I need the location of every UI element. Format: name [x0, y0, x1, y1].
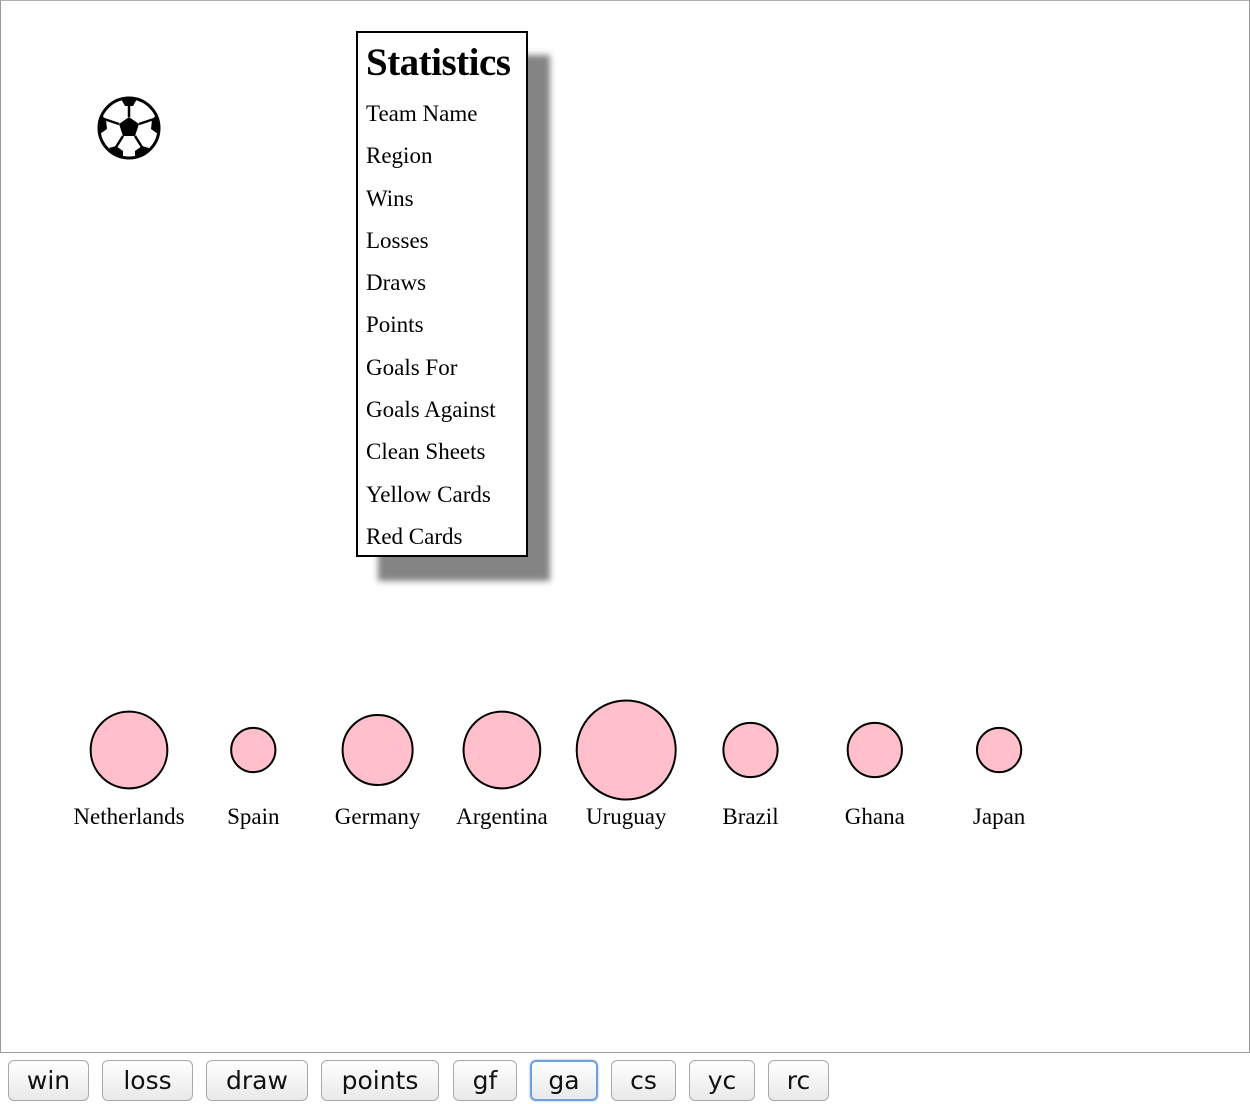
team-bubble-chart: Netherlands Spain Germany Argentina Uruguay B… [1, 1, 1250, 1052]
stat-row-goals-for: Goals For [366, 354, 458, 380]
statistics-panel: Statistics Team Name Region Wins Losses … [356, 31, 528, 557]
rc-button[interactable]: rc [768, 1060, 829, 1101]
team-label-brazil: Brazil [722, 804, 778, 829]
stat-row-yellow-cards: Yellow Cards [366, 481, 491, 507]
team-label-uruguay: Uruguay [586, 804, 667, 829]
team-label-japan: Japan [973, 804, 1026, 829]
ga-button[interactable]: ga [530, 1060, 598, 1101]
soccer-ball-icon [97, 96, 161, 160]
loss-button[interactable]: loss [102, 1060, 193, 1101]
stat-row-team-name: Team Name [366, 101, 478, 126]
stat-row-goals-against: Goals Against [366, 397, 496, 423]
team-bubble-spain[interactable] [230, 726, 277, 774]
visualization-canvas: Statistics Team Name Region Wins Losses … [0, 0, 1250, 1053]
stat-row-clean-sheets: Clean Sheets [366, 439, 486, 465]
team-bubble-uruguay[interactable] [575, 699, 677, 801]
team-bubble-japan[interactable] [975, 726, 1023, 774]
team-label-argentina: Argentina [456, 804, 548, 829]
team-bubble-ghana[interactable] [846, 721, 903, 779]
gf-button[interactable]: gf [453, 1060, 517, 1101]
stat-row-region: Region [366, 143, 433, 169]
stat-row-red-cards: Red Cards [366, 523, 463, 549]
team-label-germany: Germany [335, 804, 421, 829]
stat-row-points: Points [366, 312, 424, 338]
team-bubble-brazil[interactable] [722, 721, 779, 779]
points-button[interactable]: points [321, 1060, 439, 1101]
yc-button[interactable]: yc [689, 1060, 755, 1101]
team-label-ghana: Ghana [845, 804, 905, 829]
win-button[interactable]: win [8, 1060, 89, 1101]
draw-button[interactable]: draw [206, 1060, 308, 1101]
stat-row-draws: Draws [366, 270, 427, 296]
bubble-chart-svg: Netherlands Spain Germany Argentina Uruguay B… [73, 699, 1026, 829]
team-bubble-germany[interactable] [341, 713, 414, 787]
stat-row-losses: Losses [366, 227, 429, 253]
cs-button[interactable]: cs [611, 1060, 676, 1101]
team-bubble-netherlands[interactable] [89, 710, 169, 790]
team-bubble-argentina[interactable] [462, 710, 542, 790]
team-label-netherlands: Netherlands [73, 804, 184, 829]
team-label-spain: Spain [227, 804, 280, 829]
statistics-title: Statistics [366, 41, 511, 84]
stat-button-bar: win loss draw points gf ga cs yc rc [0, 1053, 1250, 1104]
stat-row-wins: Wins [366, 185, 414, 211]
